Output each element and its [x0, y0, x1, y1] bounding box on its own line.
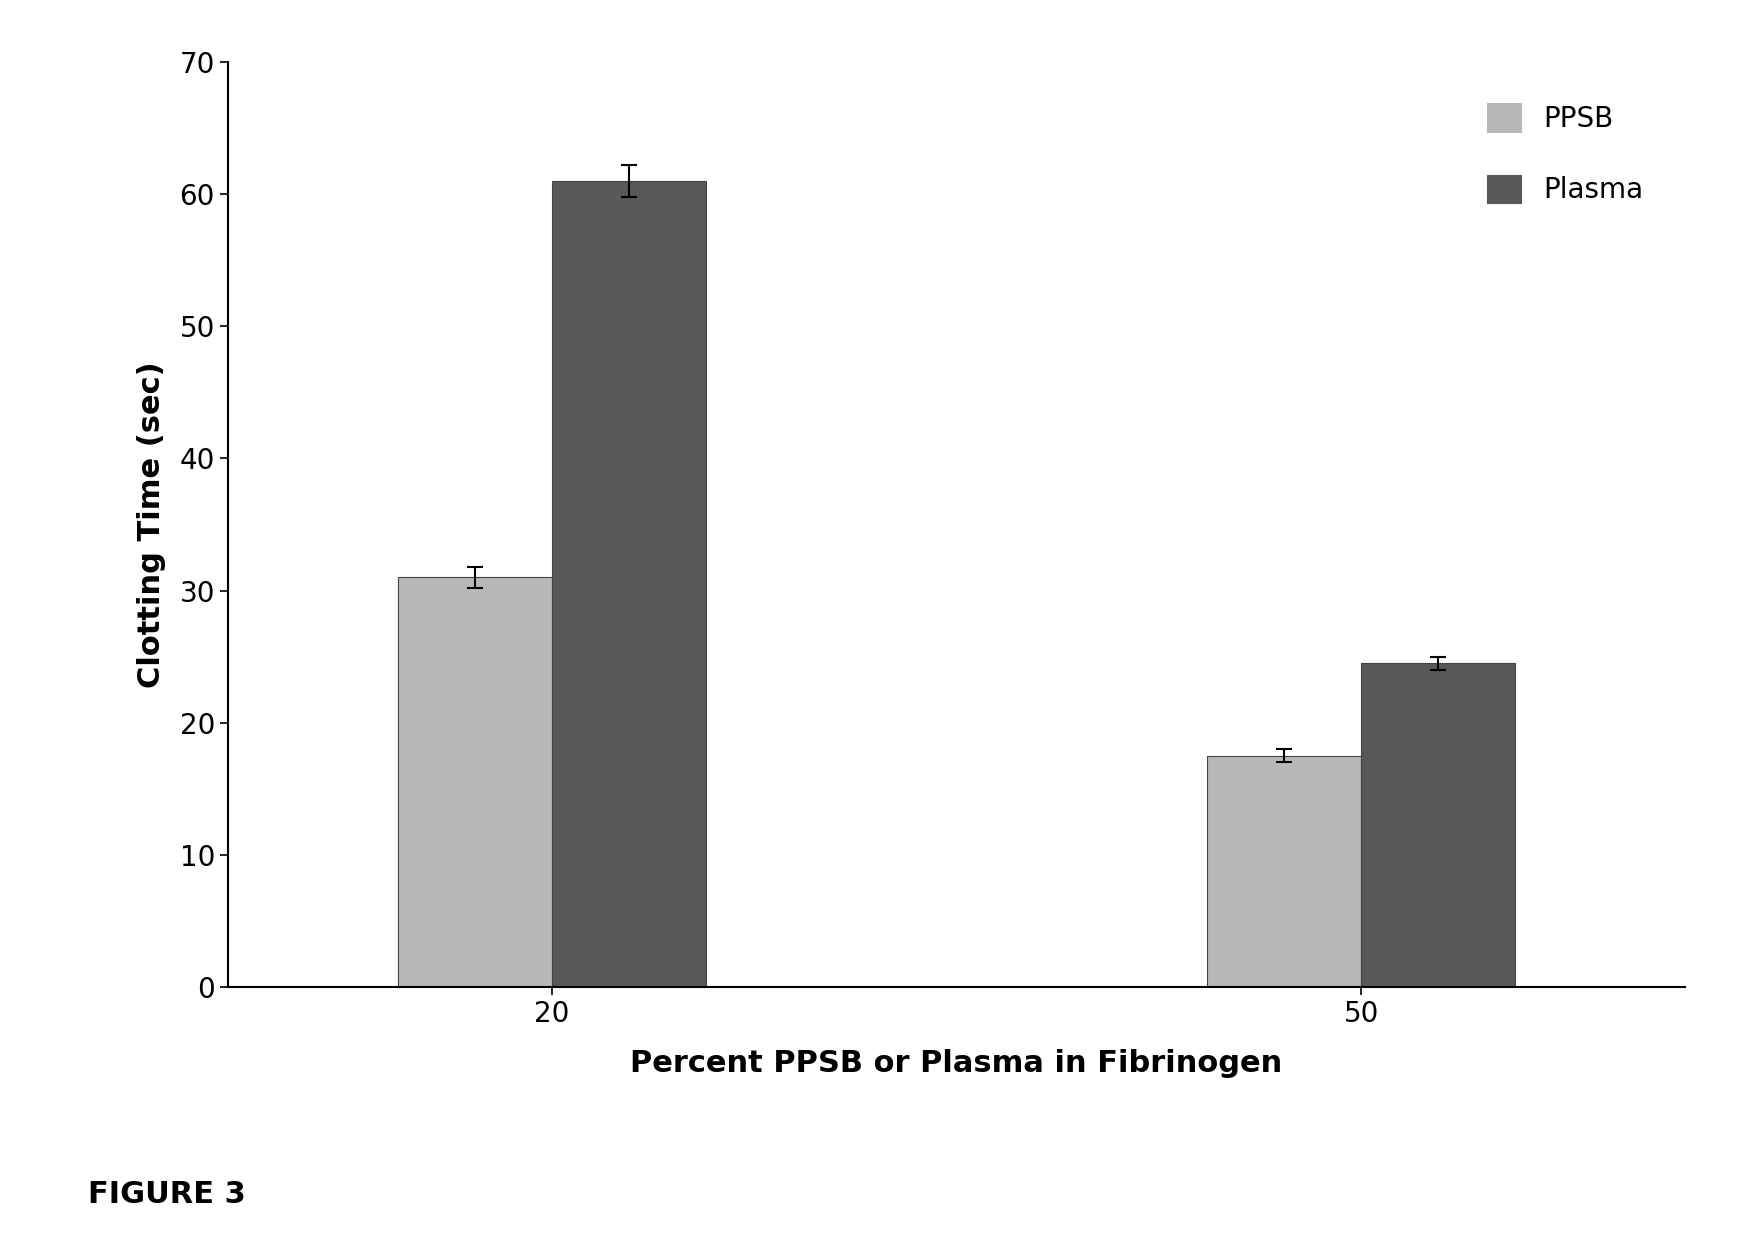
Bar	[398, 578, 551, 987]
Text: FIGURE 3: FIGURE 3	[88, 1180, 246, 1209]
Bar	[1207, 755, 1362, 987]
Bar	[1362, 664, 1515, 987]
X-axis label: Percent PPSB or Plasma in Fibrinogen: Percent PPSB or Plasma in Fibrinogen	[630, 1049, 1283, 1079]
Y-axis label: Clotting Time (sec): Clotting Time (sec)	[137, 362, 165, 687]
Legend: PPSB, Plasma: PPSB, Plasma	[1460, 75, 1671, 232]
Bar	[551, 180, 706, 987]
